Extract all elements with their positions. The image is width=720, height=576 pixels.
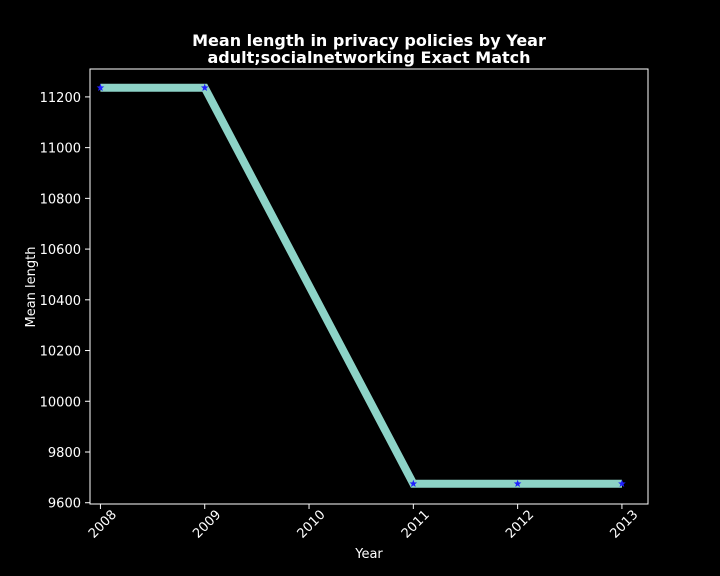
- x-tick-label: 2008: [86, 508, 120, 542]
- chart-subtitle: adult;socialnetworking Exact Match: [207, 48, 530, 67]
- y-tick-label: 9600: [48, 497, 81, 512]
- x-axis-label: Year: [354, 547, 383, 562]
- y-tick-label: 11200: [40, 91, 81, 106]
- y-tick-label: 11000: [40, 142, 81, 157]
- data-point-marker: [409, 479, 418, 487]
- plot-frame: [89, 68, 649, 505]
- x-tick-label: 2012: [503, 508, 537, 542]
- x-axis: 2008 2009 2010 2011 2012 2013: [86, 504, 641, 542]
- data-point-marker: [96, 83, 105, 92]
- series-layer: [96, 83, 626, 488]
- y-tick-label: 9800: [48, 446, 81, 461]
- y-tick-label: 10400: [40, 294, 81, 309]
- x-tick-label: 2009: [190, 508, 224, 542]
- data-point-marker: [200, 83, 209, 92]
- data-point-marker: [618, 479, 626, 487]
- x-tick-label: 2013: [607, 508, 641, 542]
- x-tick-label: 2010: [295, 508, 329, 542]
- x-tick-label: 2011: [399, 508, 433, 542]
- series-line: [100, 83, 622, 488]
- chart-title: Mean length in privacy policies by Year: [192, 31, 546, 50]
- y-axis: 9600 9800 10000 10200 10400 10600 10800 11000 11…: [40, 91, 90, 512]
- y-tick-label: 10000: [40, 395, 81, 410]
- y-tick-label: 10200: [40, 345, 81, 360]
- y-axis-label: Mean length: [24, 247, 39, 328]
- y-tick-label: 10800: [40, 192, 81, 207]
- y-tick-label: 10600: [40, 243, 81, 258]
- data-point-marker: [513, 479, 522, 487]
